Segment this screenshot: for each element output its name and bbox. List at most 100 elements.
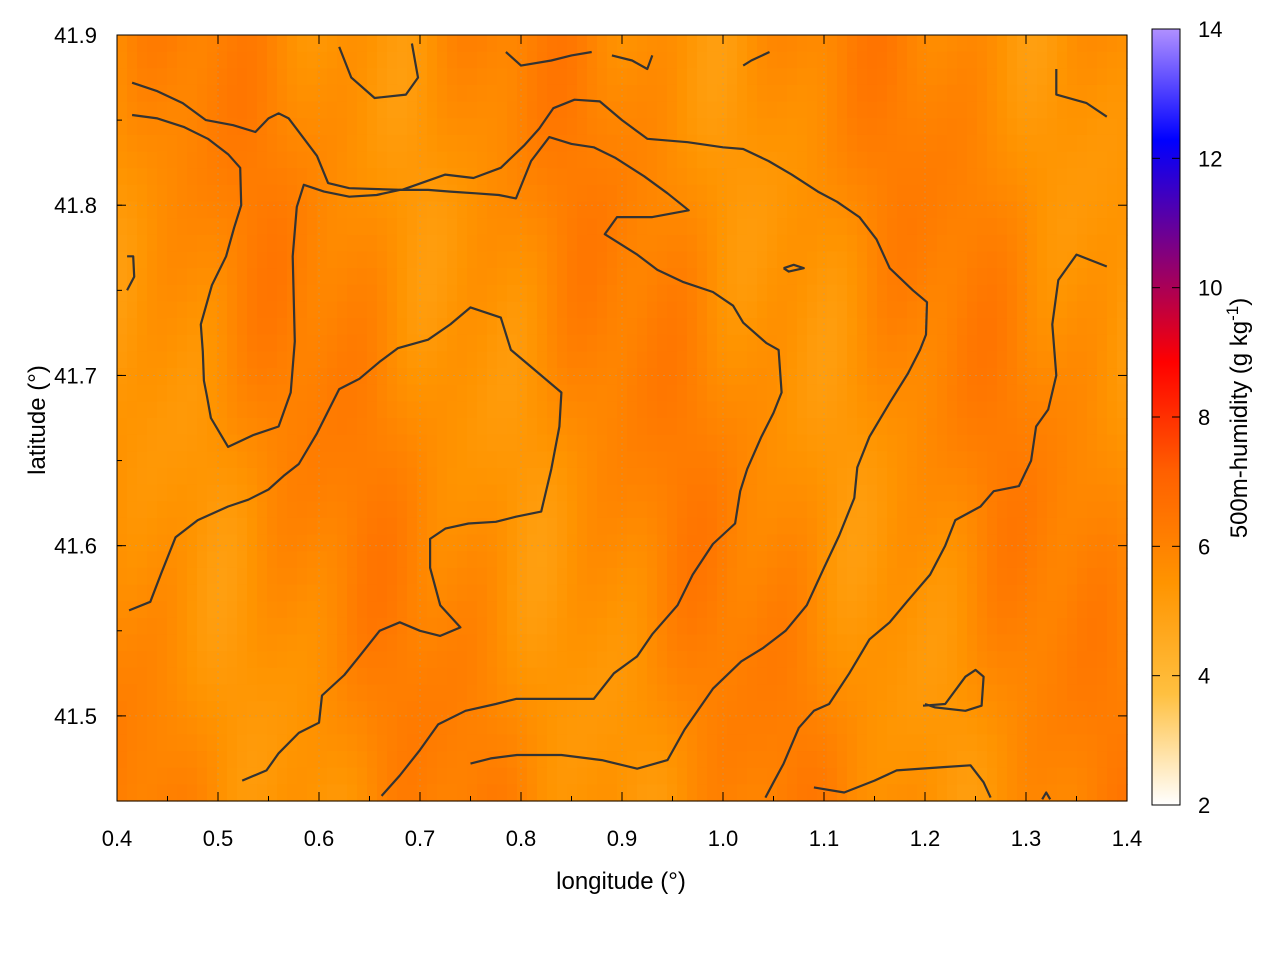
heatmap-cell	[227, 301, 238, 319]
colorbar-tick-label: 2	[1198, 793, 1210, 818]
heatmap-cell	[357, 268, 368, 286]
heatmap-cell	[477, 51, 488, 69]
colorbar-title-end: )	[1226, 298, 1253, 306]
heatmap-cell	[497, 717, 508, 735]
heatmap-cell	[327, 334, 338, 352]
heatmap-cell	[577, 501, 588, 519]
heatmap-cell	[497, 218, 508, 236]
heatmap-cell	[1067, 268, 1078, 286]
heatmap-cell	[567, 484, 578, 502]
heatmap-cell	[807, 234, 818, 253]
heatmap-cell	[367, 234, 378, 253]
heatmap-cell	[187, 751, 198, 769]
heatmap-cell	[487, 318, 498, 336]
heatmap-cell	[487, 467, 498, 486]
heatmap-cell	[897, 234, 908, 253]
heatmap-cell	[927, 484, 938, 502]
heatmap-cell	[117, 751, 128, 769]
heatmap-cell	[567, 218, 578, 236]
heatmap-cell	[267, 251, 278, 269]
heatmap-cell	[407, 201, 418, 219]
heatmap-cell	[307, 168, 318, 186]
heatmap-cell	[397, 717, 408, 735]
heatmap-cell	[1057, 601, 1068, 619]
heatmap-cell	[977, 467, 988, 486]
heatmap-cell	[747, 634, 758, 652]
heatmap-cell	[787, 84, 798, 103]
heatmap-cell	[847, 451, 858, 469]
heatmap-cell	[257, 318, 268, 336]
heatmap-cell	[1057, 218, 1068, 236]
heatmap-cell	[977, 617, 988, 636]
heatmap-cell	[137, 717, 148, 735]
heatmap-cell	[637, 134, 648, 153]
heatmap-cell	[797, 151, 808, 169]
heatmap-cell	[397, 151, 408, 169]
heatmap-cell	[837, 701, 848, 719]
heatmap-cell	[387, 168, 398, 186]
heatmap-cell	[177, 784, 188, 802]
heatmap-cell	[137, 667, 148, 686]
heatmap-cell	[327, 351, 338, 369]
heatmap-cell	[587, 734, 598, 752]
heatmap-cell	[1007, 368, 1018, 386]
heatmap-cell	[407, 434, 418, 452]
heatmap-cell	[537, 101, 548, 119]
heatmap-cell	[427, 334, 438, 352]
heatmap-cell	[1117, 684, 1128, 702]
heatmap-cell	[957, 634, 968, 652]
heatmap-cell	[757, 84, 768, 103]
heatmap-cell	[637, 334, 648, 352]
heatmap-cell	[267, 434, 278, 452]
heatmap-cell	[517, 184, 528, 203]
heatmap-cell	[807, 251, 818, 269]
heatmap-cell	[1097, 617, 1108, 636]
heatmap-cell	[607, 484, 618, 502]
heatmap-cell	[777, 201, 788, 219]
heatmap-cell	[657, 784, 668, 802]
heatmap-cell	[117, 384, 128, 402]
heatmap-cell	[247, 201, 258, 219]
heatmap-cell	[287, 118, 298, 136]
heatmap-cell	[1037, 484, 1048, 502]
heatmap-cell	[517, 701, 528, 719]
heatmap-cell	[787, 784, 798, 802]
heatmap-cell	[787, 68, 798, 86]
heatmap-cell	[987, 501, 998, 519]
heatmap-cell	[1077, 201, 1088, 219]
heatmap-cell	[257, 51, 268, 69]
heatmap-cell	[567, 234, 578, 253]
heatmap-cell	[327, 534, 338, 552]
heatmap-cell	[1047, 118, 1058, 136]
heatmap-cell	[347, 68, 358, 86]
heatmap-cell	[387, 717, 398, 735]
heatmap-cell	[477, 334, 488, 352]
heatmap-cell	[127, 667, 138, 686]
heatmap-cell	[497, 401, 508, 419]
heatmap-cell	[677, 301, 688, 319]
heatmap-cell	[987, 767, 998, 785]
heatmap-cell	[427, 418, 438, 436]
heatmap-cell	[227, 501, 238, 519]
heatmap-cell	[187, 451, 198, 469]
heatmap-cell	[977, 351, 988, 369]
heatmap-cell	[867, 201, 878, 219]
heatmap-cell	[507, 234, 518, 253]
heatmap-cell	[577, 251, 588, 269]
heatmap-cell	[147, 251, 158, 269]
heatmap-cell	[457, 784, 468, 802]
heatmap-cell	[427, 684, 438, 702]
heatmap-cell	[1097, 101, 1108, 119]
heatmap-cell	[837, 51, 848, 69]
heatmap-cell	[607, 534, 618, 552]
heatmap-cell	[917, 517, 928, 536]
heatmap-cell	[577, 584, 588, 602]
heatmap-cell	[407, 118, 418, 136]
heatmap-cell	[757, 351, 768, 369]
heatmap-cell	[297, 434, 308, 452]
heatmap-cell	[197, 101, 208, 119]
heatmap-cell	[327, 501, 338, 519]
heatmap-cell	[137, 101, 148, 119]
heatmap-cell	[557, 334, 568, 352]
heatmap-cell	[237, 484, 248, 502]
